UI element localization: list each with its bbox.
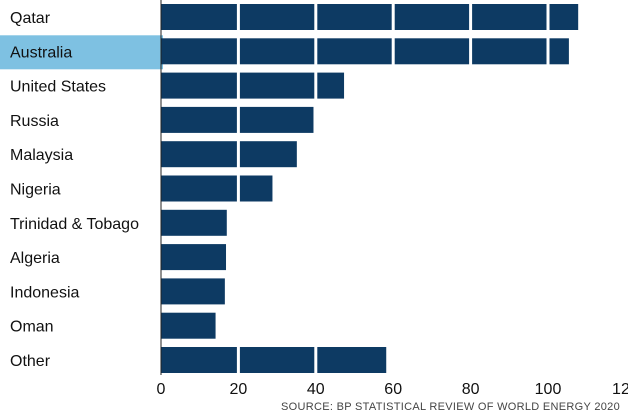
bar-nigeria <box>161 175 273 202</box>
category-label-indonesia: Indonesia <box>10 284 79 301</box>
highlight-layer <box>0 35 163 70</box>
category-labels: Qatar Australia United States Russia Malaysi… <box>10 10 139 370</box>
bar-malaysia <box>161 141 297 168</box>
x-tick-label-120: 120 <box>612 381 628 398</box>
category-label-trinidad-tobago: Trinidad & Tobago <box>10 216 139 233</box>
x-tick-label-100: 100 <box>535 381 562 398</box>
bar-oman <box>161 312 216 339</box>
bar-algeria <box>161 244 227 271</box>
source-note: SOURCE: BP STATISTICAL REVIEW OF WORLD E… <box>281 401 620 413</box>
category-label-united-states: United States <box>10 79 106 96</box>
bar-other <box>161 347 387 373</box>
category-label-australia: Australia <box>10 44 72 61</box>
category-label-russia: Russia <box>10 113 59 130</box>
bars-layer <box>161 4 579 373</box>
category-label-malaysia: Malaysia <box>10 147 73 164</box>
category-label-algeria: Algeria <box>10 250 60 267</box>
bar-trinidad-tobago <box>161 209 227 236</box>
bar-qatar <box>161 4 579 30</box>
x-tick-label-40: 40 <box>307 381 325 398</box>
category-label-qatar: Qatar <box>10 10 51 27</box>
x-tick-label-60: 60 <box>384 381 402 398</box>
highlight-band-australia <box>0 35 163 70</box>
category-label-oman: Oman <box>10 319 54 336</box>
x-tick-label-20: 20 <box>230 381 248 398</box>
bar-united-states <box>161 72 345 99</box>
x-tick-label-0: 0 <box>157 381 166 398</box>
bar-indonesia <box>161 278 225 305</box>
x-axis: 0 20 40 60 80 100 120 <box>157 0 628 398</box>
grid-layer <box>236 0 627 373</box>
x-tick-label-80: 80 <box>462 381 480 398</box>
category-label-other: Other <box>10 353 51 370</box>
bar-australia <box>161 38 569 65</box>
category-label-nigeria: Nigeria <box>10 182 61 199</box>
